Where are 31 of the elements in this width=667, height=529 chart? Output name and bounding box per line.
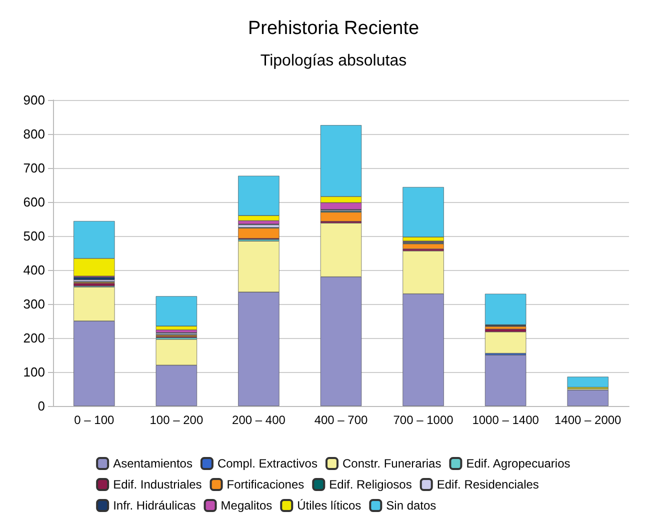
legend-label: Compl. Extractivos: [217, 456, 318, 470]
y-tick-label: 900: [23, 92, 45, 108]
y-tick-label: 500: [23, 228, 45, 244]
legend-label: Infr. Hidráulicas: [113, 498, 196, 512]
legend-label: Útiles líticos: [297, 498, 362, 512]
legend-label: Edif. Religiosos: [329, 478, 412, 492]
legend-label: Fortificaciones: [226, 478, 304, 492]
y-tick-label: 300: [23, 296, 45, 312]
y-tick-label: 100: [23, 364, 45, 380]
x-tick-label: 200 – 400: [232, 413, 286, 427]
chart-subtitle: Tipologías absolutas: [260, 52, 407, 70]
y-tick-label: 700: [23, 160, 45, 176]
legend-label: Edif. Agropecuarios: [466, 456, 570, 470]
x-tick-label: 1400 – 2000: [554, 413, 622, 427]
x-tick-label: 400 – 700: [314, 413, 368, 427]
y-tick-label: 800: [23, 126, 45, 142]
y-tick-label: 400: [23, 262, 45, 278]
legend-label: Asentamientos: [113, 456, 192, 470]
chart-title: Prehistoria Reciente: [248, 18, 420, 39]
y-tick-label: 0: [38, 398, 45, 414]
legend-label: Constr. Funerarias: [342, 456, 442, 470]
legend-label: Edif. Residenciales: [436, 478, 539, 492]
y-tick-label: 200: [23, 330, 45, 346]
legend-label: Sin datos: [386, 498, 436, 512]
x-tick-label: 0 – 100: [74, 413, 114, 427]
x-tick-label: 100 – 200: [150, 413, 204, 427]
legend-label: Edif. Industriales: [113, 478, 202, 492]
y-tick-label: 600: [23, 194, 45, 210]
x-tick-label: 700 – 1000: [393, 413, 454, 427]
legend-label: Megalitos: [220, 498, 272, 512]
x-tick-label: 1000 – 1400: [472, 413, 540, 427]
